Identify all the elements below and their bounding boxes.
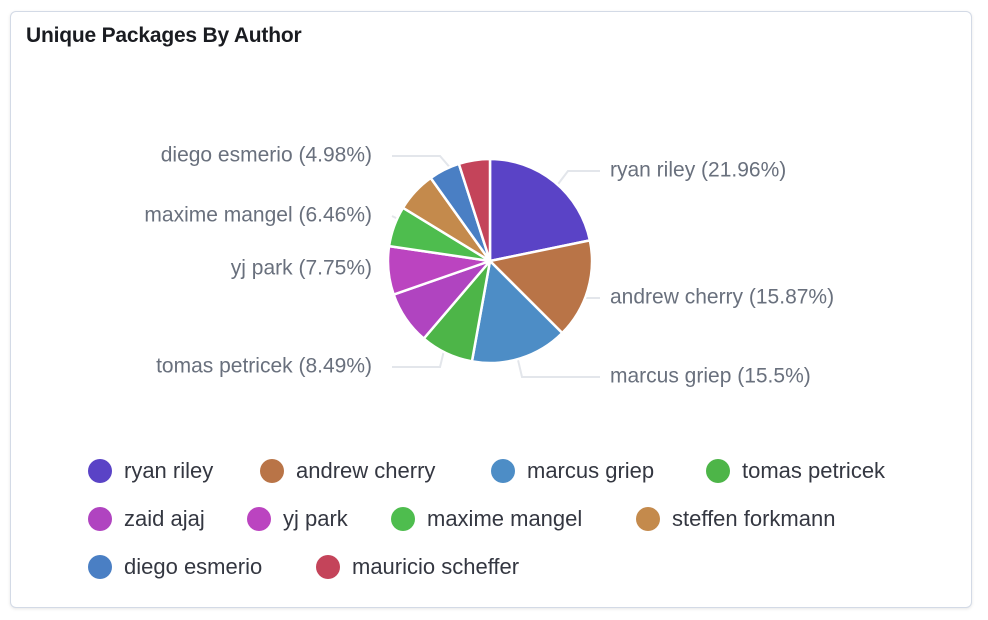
legend-item-diego-esmerio[interactable]: diego esmerio (88, 554, 262, 580)
legend-item-marcus-griep[interactable]: marcus griep (491, 458, 654, 484)
legend-label: zaid ajaj (124, 506, 205, 531)
legend-swatch (316, 555, 340, 579)
legend-swatch (491, 459, 515, 483)
panel-title: Unique Packages By Author (26, 24, 302, 47)
legend-swatch (88, 507, 112, 531)
slice-label: ryan riley (21.96%) (610, 159, 786, 182)
legend-swatch (706, 459, 730, 483)
legend-item-yj-park[interactable]: yj park (247, 506, 348, 532)
slice-label: diego esmerio (4.98%) (161, 144, 372, 167)
legend-label: maxime mangel (427, 506, 583, 531)
legend-item-mauricio-scheffer[interactable]: mauricio scheffer (316, 554, 519, 580)
legend-label: marcus griep (527, 458, 655, 483)
legend-label: yj park (283, 506, 348, 531)
slice-label: maxime mangel (6.46%) (144, 204, 372, 227)
pie-slice-ryan-riley[interactable] (488, 157, 592, 263)
legend-label: tomas petricek (742, 458, 886, 483)
legend-item-zaid-ajaj[interactable]: zaid ajaj (88, 506, 205, 532)
legend-item-tomas-petricek[interactable]: tomas petricek (706, 458, 885, 484)
pie-slice-andrew-cherry[interactable] (488, 239, 594, 335)
legend-swatch (636, 507, 660, 531)
legend-item-steffen-forkmann[interactable]: steffen forkmann (636, 506, 835, 532)
legend-label: andrew cherry (296, 458, 436, 483)
pie-slice-marcus-griep[interactable] (470, 259, 564, 365)
legend-swatch (88, 555, 112, 579)
slice-label: yj park (7.75%) (231, 257, 372, 280)
legend-swatch (88, 459, 112, 483)
legend-swatch (247, 507, 271, 531)
slice-label: marcus griep (15.5%) (610, 365, 811, 388)
legend-swatch (260, 459, 284, 483)
slice-label: tomas petricek (8.49%) (156, 355, 372, 378)
legend-label: diego esmerio (124, 554, 263, 579)
legend-label: ryan riley (124, 458, 214, 483)
legend-item-ryan-riley[interactable]: ryan riley (88, 458, 213, 484)
legend-swatch (391, 507, 415, 531)
pie-slice-mauricio-scheffer[interactable] (457, 157, 492, 263)
legend-item-andrew-cherry[interactable]: andrew cherry (260, 458, 435, 484)
slice-label: andrew cherry (15.87%) (610, 286, 834, 309)
legend-label: steffen forkmann (672, 506, 836, 531)
legend-label: mauricio scheffer (352, 554, 520, 579)
legend-item-maxime-mangel[interactable]: maxime mangel (391, 506, 582, 532)
